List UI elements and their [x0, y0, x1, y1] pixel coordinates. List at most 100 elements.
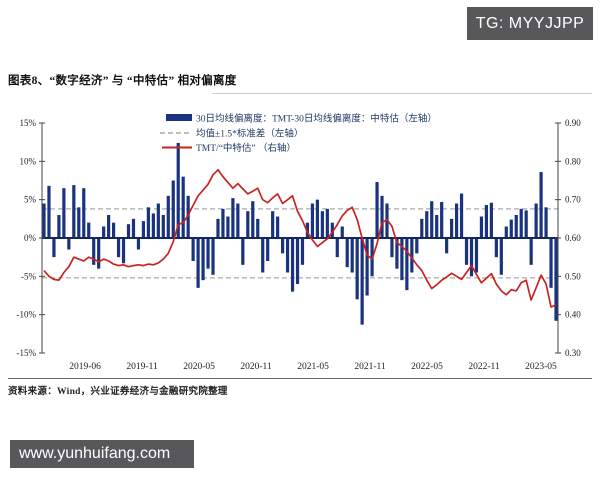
- left-axis-tick-label: 15%: [20, 118, 37, 128]
- deviation-bar: [136, 238, 141, 250]
- deviation-bar: [445, 238, 449, 254]
- deviation-bar: [544, 207, 548, 238]
- deviation-bar: [340, 226, 344, 238]
- deviation-bar: [47, 185, 51, 238]
- deviation-bar: [410, 238, 414, 273]
- axes-layer: 15% 10% 5% 0% -5% -10% -15% 0.90 0.80 0.70 0.60 0.5…: [17, 118, 582, 372]
- left-axis-tick-label: 5%: [24, 195, 37, 205]
- deviation-bar: [325, 208, 329, 238]
- x-axis-tick-label: 2020-05: [183, 362, 215, 372]
- deviation-bar: [126, 224, 131, 238]
- deviation-bar: [236, 203, 240, 238]
- x-axis-tick-label: 2019-06: [69, 362, 101, 372]
- band-lines-layer: [42, 208, 558, 279]
- x-axis-tick-label: 2021-05: [297, 362, 329, 372]
- deviation-bar: [295, 238, 300, 284]
- x-axis-tick-label: 2022-11: [468, 362, 500, 372]
- deviation-bar: [131, 218, 136, 238]
- deviation-bar: [231, 198, 235, 238]
- deviation-bar: [161, 215, 165, 238]
- x-axis-tick-label: 2021-11: [354, 362, 386, 372]
- ratio-line-layer: [43, 168, 557, 308]
- deviation-bar: [509, 219, 513, 238]
- right-axis-tick-label: 0.50: [565, 271, 581, 281]
- deviation-bar: [464, 238, 469, 265]
- right-axis-tick-label: 0.40: [565, 310, 581, 320]
- left-axis-tick-label: 0%: [24, 233, 37, 243]
- deviation-bar: [266, 238, 270, 261]
- x-axis-tick-label: 2023-05: [525, 362, 557, 372]
- deviation-bar: [221, 208, 225, 238]
- deviation-bar: [57, 215, 61, 238]
- deviation-bar: [111, 222, 116, 238]
- deviation-bar: [196, 238, 200, 288]
- deviation-bar: [335, 238, 339, 258]
- deviation-bar: [276, 216, 280, 238]
- x-axis-tick-label: 2022-05: [411, 362, 443, 372]
- deviation-bar: [166, 195, 170, 238]
- right-axis-tick-label: 0.30: [565, 348, 581, 358]
- deviation-bar: [375, 182, 379, 238]
- deviation-bar: [479, 216, 484, 238]
- deviation-bar: [539, 172, 543, 238]
- deviation-bar: [350, 238, 354, 273]
- deviation-bar: [171, 180, 175, 238]
- deviation-bar: [519, 208, 523, 238]
- x-axis-tick-label: 2020-11: [240, 362, 272, 372]
- deviation-bar: [534, 203, 538, 238]
- deviation-bar: [504, 226, 508, 238]
- deviation-bar: [241, 238, 245, 265]
- deviation-bar: [430, 201, 434, 238]
- left-axis-tick-label: -5%: [21, 271, 36, 281]
- right-axis-tick-label: 0.90: [565, 118, 581, 128]
- deviation-bar: [454, 203, 459, 238]
- deviation-chart: 15% 10% 5% 0% -5% -10% -15% 0.90 0.80 0.70 0.60 0.5…: [17, 113, 582, 373]
- deviation-bar: [186, 195, 190, 238]
- deviation-bar: [87, 222, 91, 238]
- deviation-bar: [489, 202, 493, 238]
- deviation-bar: [330, 222, 334, 238]
- deviation-bar: [395, 238, 399, 269]
- deviation-bar: [271, 211, 275, 238]
- deviation-bar: [156, 203, 160, 238]
- deviation-bar: [285, 238, 290, 273]
- deviation-bar: [176, 142, 180, 238]
- deviation-bar: [206, 238, 210, 269]
- deviation-bar: [554, 238, 558, 321]
- legend-label-ratio: TMT/“中特估” （右轴）: [196, 142, 296, 154]
- deviation-bar: [201, 238, 205, 281]
- deviation-bar: [82, 188, 86, 238]
- deviation-bar: [300, 238, 305, 265]
- deviation-bar: [121, 238, 126, 264]
- deviation-bar: [365, 238, 369, 296]
- tg-badge: TG: MYYJJPP: [467, 7, 593, 40]
- deviation-bar: [116, 238, 121, 258]
- deviation-bar: [141, 221, 146, 238]
- deviation-bar: [450, 218, 454, 238]
- deviation-bar: [281, 238, 285, 254]
- deviation-bar: [102, 226, 106, 238]
- deviation-bar: [246, 211, 250, 238]
- deviation-bar: [315, 199, 319, 238]
- legend-bar-swatch: [166, 114, 192, 121]
- deviation-bar: [97, 238, 101, 269]
- deviation-bar: [514, 215, 518, 238]
- deviation-bar: [251, 201, 255, 238]
- deviation-bar: [440, 201, 444, 238]
- deviation-bar: [107, 215, 111, 238]
- source-divider: [8, 378, 592, 379]
- deviation-bar: [355, 238, 359, 300]
- deviation-bar: [62, 188, 66, 238]
- deviation-bar: [191, 238, 195, 261]
- deviation-bar: [226, 216, 230, 238]
- deviation-bar: [320, 211, 324, 238]
- deviation-bar: [360, 238, 364, 325]
- deviation-bar: [310, 203, 315, 238]
- right-axis-tick-label: 0.60: [565, 233, 581, 243]
- left-axis-tick-label: -10%: [17, 310, 37, 320]
- chart-legend: 30日均线偏离度：TMT-30日均线偏离度：中特估（左轴） 均值±1.5*标准差…: [160, 113, 437, 154]
- data-source-note: 资料来源：Wind，兴业证券经济与金融研究院整理: [8, 387, 228, 397]
- ratio-line: [43, 168, 557, 308]
- deviation-bar: [42, 203, 46, 238]
- deviation-bar: [290, 238, 295, 292]
